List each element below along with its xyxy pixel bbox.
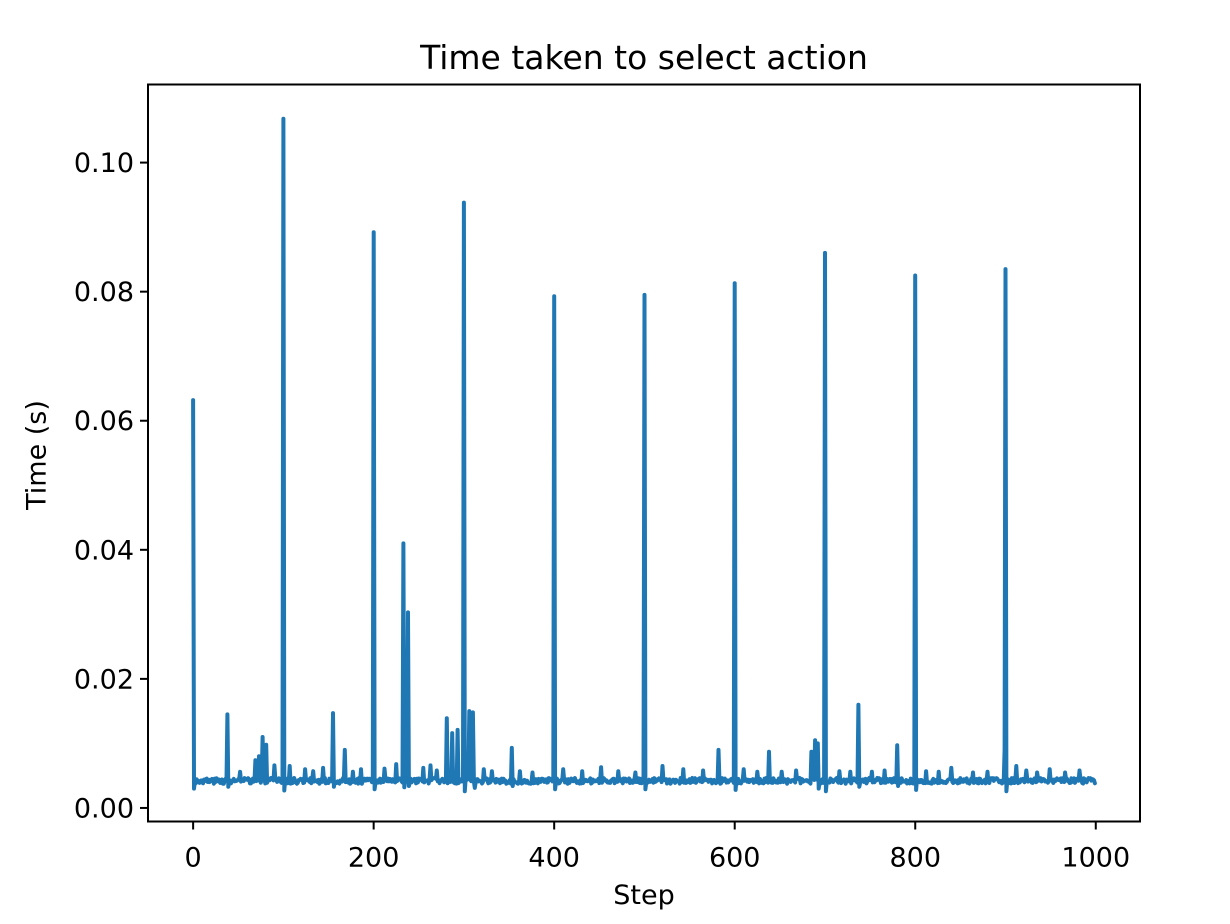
y-tick-label: 0.08 bbox=[74, 277, 134, 308]
x-tick-label: 400 bbox=[528, 843, 580, 874]
x-axis-label: Step bbox=[613, 880, 675, 911]
y-tick-label: 0.00 bbox=[74, 793, 134, 824]
x-tick-label: 1000 bbox=[1061, 843, 1130, 874]
x-tick-label: 0 bbox=[185, 843, 202, 874]
x-tick-label: 800 bbox=[889, 843, 941, 874]
y-tick-label: 0.02 bbox=[74, 664, 134, 695]
x-tick-label: 600 bbox=[709, 843, 761, 874]
chart-title: Time taken to select action bbox=[420, 38, 868, 77]
y-tick-label: 0.10 bbox=[74, 148, 134, 179]
time-series-line bbox=[191, 116, 1097, 794]
x-tick-label: 200 bbox=[348, 843, 400, 874]
y-tick-label: 0.04 bbox=[74, 535, 134, 566]
y-tick-label: 0.06 bbox=[74, 406, 134, 437]
axes-spines bbox=[147, 83, 1141, 823]
